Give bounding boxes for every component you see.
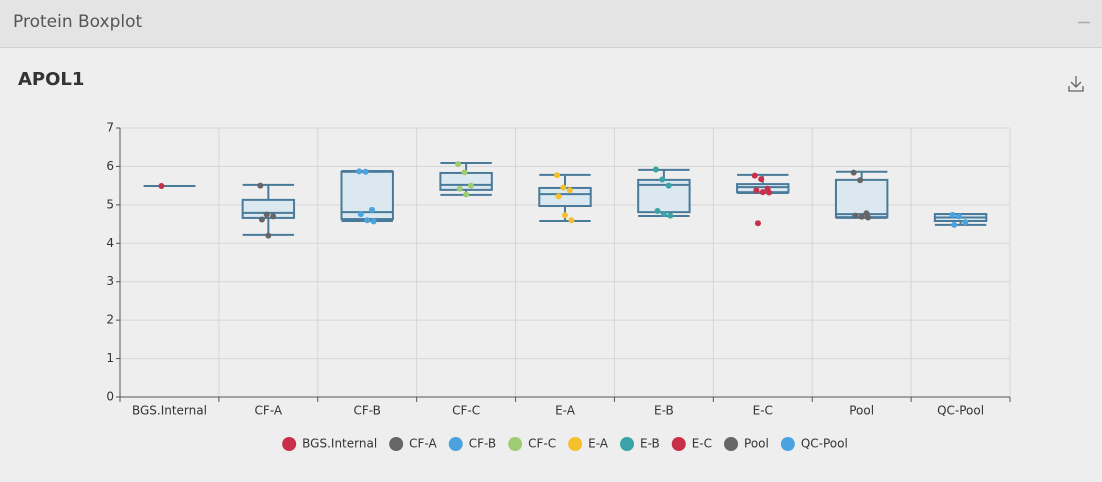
data-point [555,193,562,200]
data-point [566,187,573,194]
legend-marker[interactable] [389,437,404,451]
legend-label[interactable]: CF-A [409,437,437,451]
data-point [850,169,857,176]
data-point [949,211,956,218]
data-point [562,212,568,219]
data-point [463,191,470,198]
legend-marker[interactable] [508,437,523,451]
data-point [865,214,872,221]
box [538,186,592,208]
x-tick-label: E-C [753,404,773,418]
data-point [955,213,962,220]
y-tick-label: 7 [106,121,114,135]
box [439,171,493,191]
data-point [659,176,666,183]
data-point [962,219,969,226]
data-point [852,212,859,219]
box [834,178,889,219]
y-tick-label: 5 [106,197,114,211]
legend-label[interactable]: Pool [744,437,769,451]
data-point [356,168,363,175]
data-point [759,189,766,196]
data-point [665,182,672,189]
y-tick-label: 4 [106,236,114,250]
data-point [857,177,864,184]
data-point [652,166,659,173]
x-tick-label: E-B [654,404,674,418]
x-tick-label: QC-Pool [937,404,984,418]
legend-marker[interactable] [448,437,463,451]
y-tick-label: 1 [106,351,114,365]
x-tick-label: CF-C [452,404,480,418]
x-tick-label: E-A [555,404,576,418]
legend-marker[interactable] [620,437,635,451]
x-tick-label: Pool [849,404,874,418]
data-point [654,208,661,215]
data-point [455,161,462,168]
legend-label[interactable]: E-A [588,437,609,451]
data-point [270,213,277,220]
data-point [667,212,674,219]
data-point [751,172,758,179]
legend-marker[interactable] [724,437,739,451]
x-tick-label: CF-A [255,404,283,418]
data-point [467,182,474,189]
panel-title: Protein Boxplot [13,12,143,32]
data-point [456,185,463,192]
chart-title: APOL1 [18,69,84,90]
y-tick-label: 3 [106,274,114,288]
data-point [753,187,760,194]
legend-marker[interactable] [568,437,583,451]
data-point [568,217,575,224]
download-button[interactable] [1068,76,1084,92]
data-point [369,206,376,213]
data-point [660,211,667,218]
legend-label[interactable]: E-C [692,437,712,451]
data-point [158,183,165,190]
data-point [766,189,773,196]
data-point [258,216,265,223]
data-point [758,176,765,183]
legend-label[interactable]: CF-C [528,437,556,451]
data-point [257,182,264,189]
data-point [461,169,468,176]
legend-label[interactable]: CF-B [469,437,496,451]
y-tick-label: 2 [106,313,114,327]
data-point [858,213,865,220]
legend-marker[interactable] [671,437,686,451]
data-point [951,221,958,228]
y-tick-label: 0 [106,390,114,404]
data-point [554,172,560,179]
legend-label[interactable]: QC-Pool [801,437,848,451]
data-point [370,218,377,225]
data-point [754,220,761,227]
data-point [263,211,270,218]
data-point [364,217,371,224]
legend-marker[interactable] [780,437,795,451]
x-tick-label: CF-B [354,404,381,418]
legend-label[interactable]: BGS.Internal [302,437,377,451]
data-point [362,168,369,175]
data-point [265,232,272,239]
x-tick-label: BGS.Internal [132,404,207,418]
panel-header [0,0,1102,47]
legend-label[interactable]: E-B [640,437,660,451]
legend-marker[interactable] [282,437,297,451]
y-tick-label: 6 [106,159,114,173]
data-point [357,211,364,218]
data-point [560,184,567,191]
